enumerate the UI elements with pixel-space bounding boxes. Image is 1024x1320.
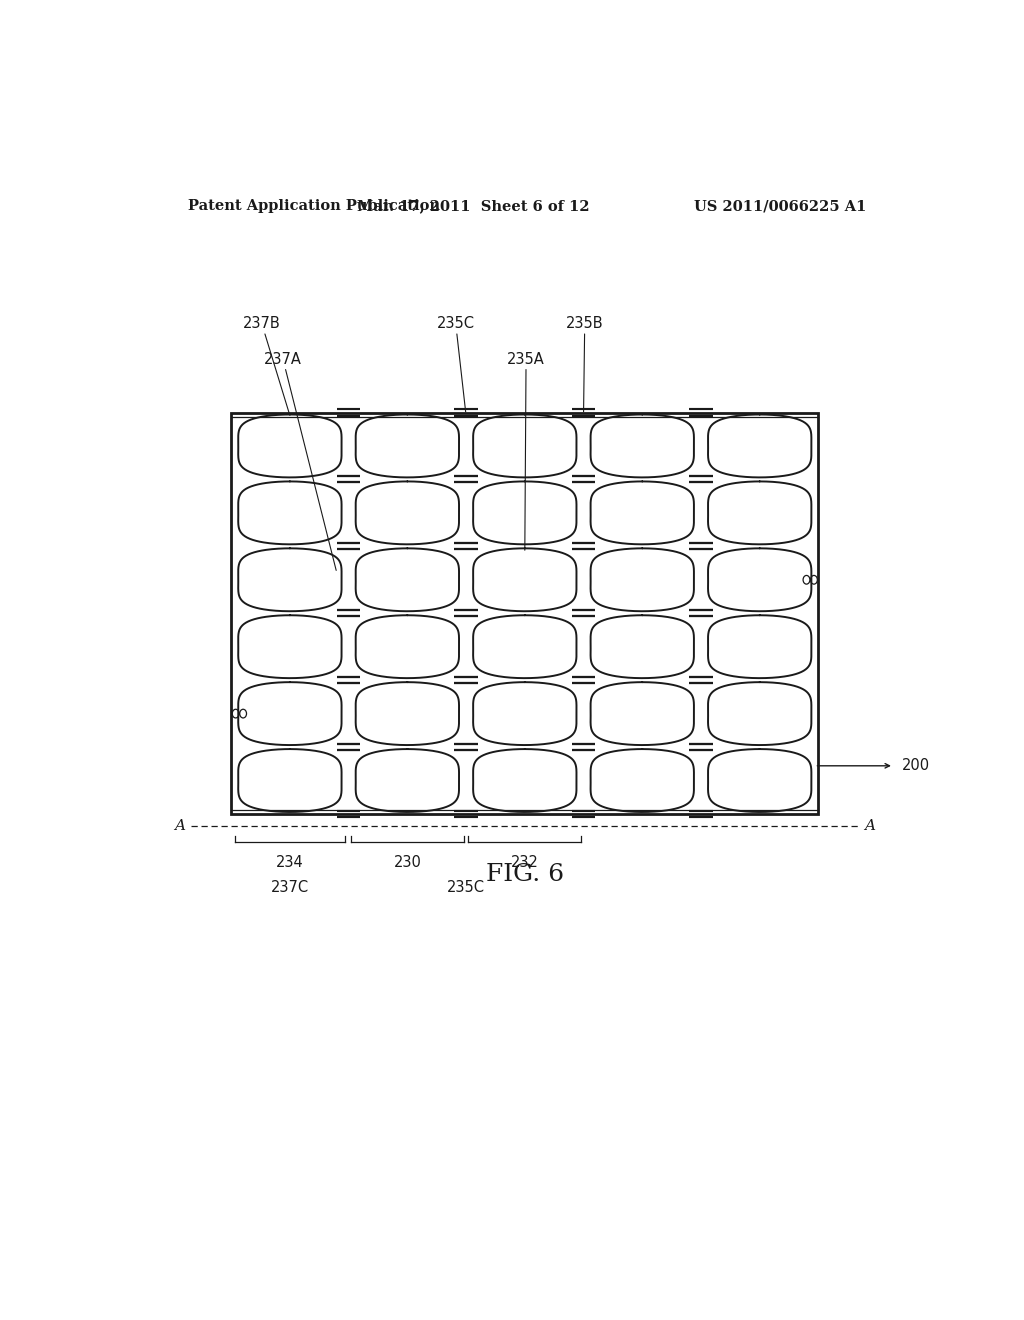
Text: Patent Application Publication: Patent Application Publication — [187, 199, 439, 213]
Text: 234: 234 — [276, 854, 304, 870]
Text: 237C: 237C — [270, 880, 309, 895]
Text: A: A — [174, 820, 185, 833]
Text: 230: 230 — [393, 854, 421, 870]
Text: FIG. 6: FIG. 6 — [485, 863, 564, 887]
Text: 235A: 235A — [507, 351, 545, 550]
Text: 200: 200 — [902, 758, 930, 774]
Text: 232: 232 — [511, 854, 539, 870]
Text: US 2011/0066225 A1: US 2011/0066225 A1 — [693, 199, 866, 213]
Bar — [231, 413, 818, 814]
Text: A: A — [864, 820, 876, 833]
Text: 235C: 235C — [447, 880, 485, 895]
Text: Mar. 17, 2011  Sheet 6 of 12: Mar. 17, 2011 Sheet 6 of 12 — [357, 199, 590, 213]
Text: 237A: 237A — [264, 351, 336, 570]
Text: 235C: 235C — [436, 317, 475, 413]
Text: 237B: 237B — [243, 317, 289, 413]
Text: 235B: 235B — [566, 317, 603, 413]
